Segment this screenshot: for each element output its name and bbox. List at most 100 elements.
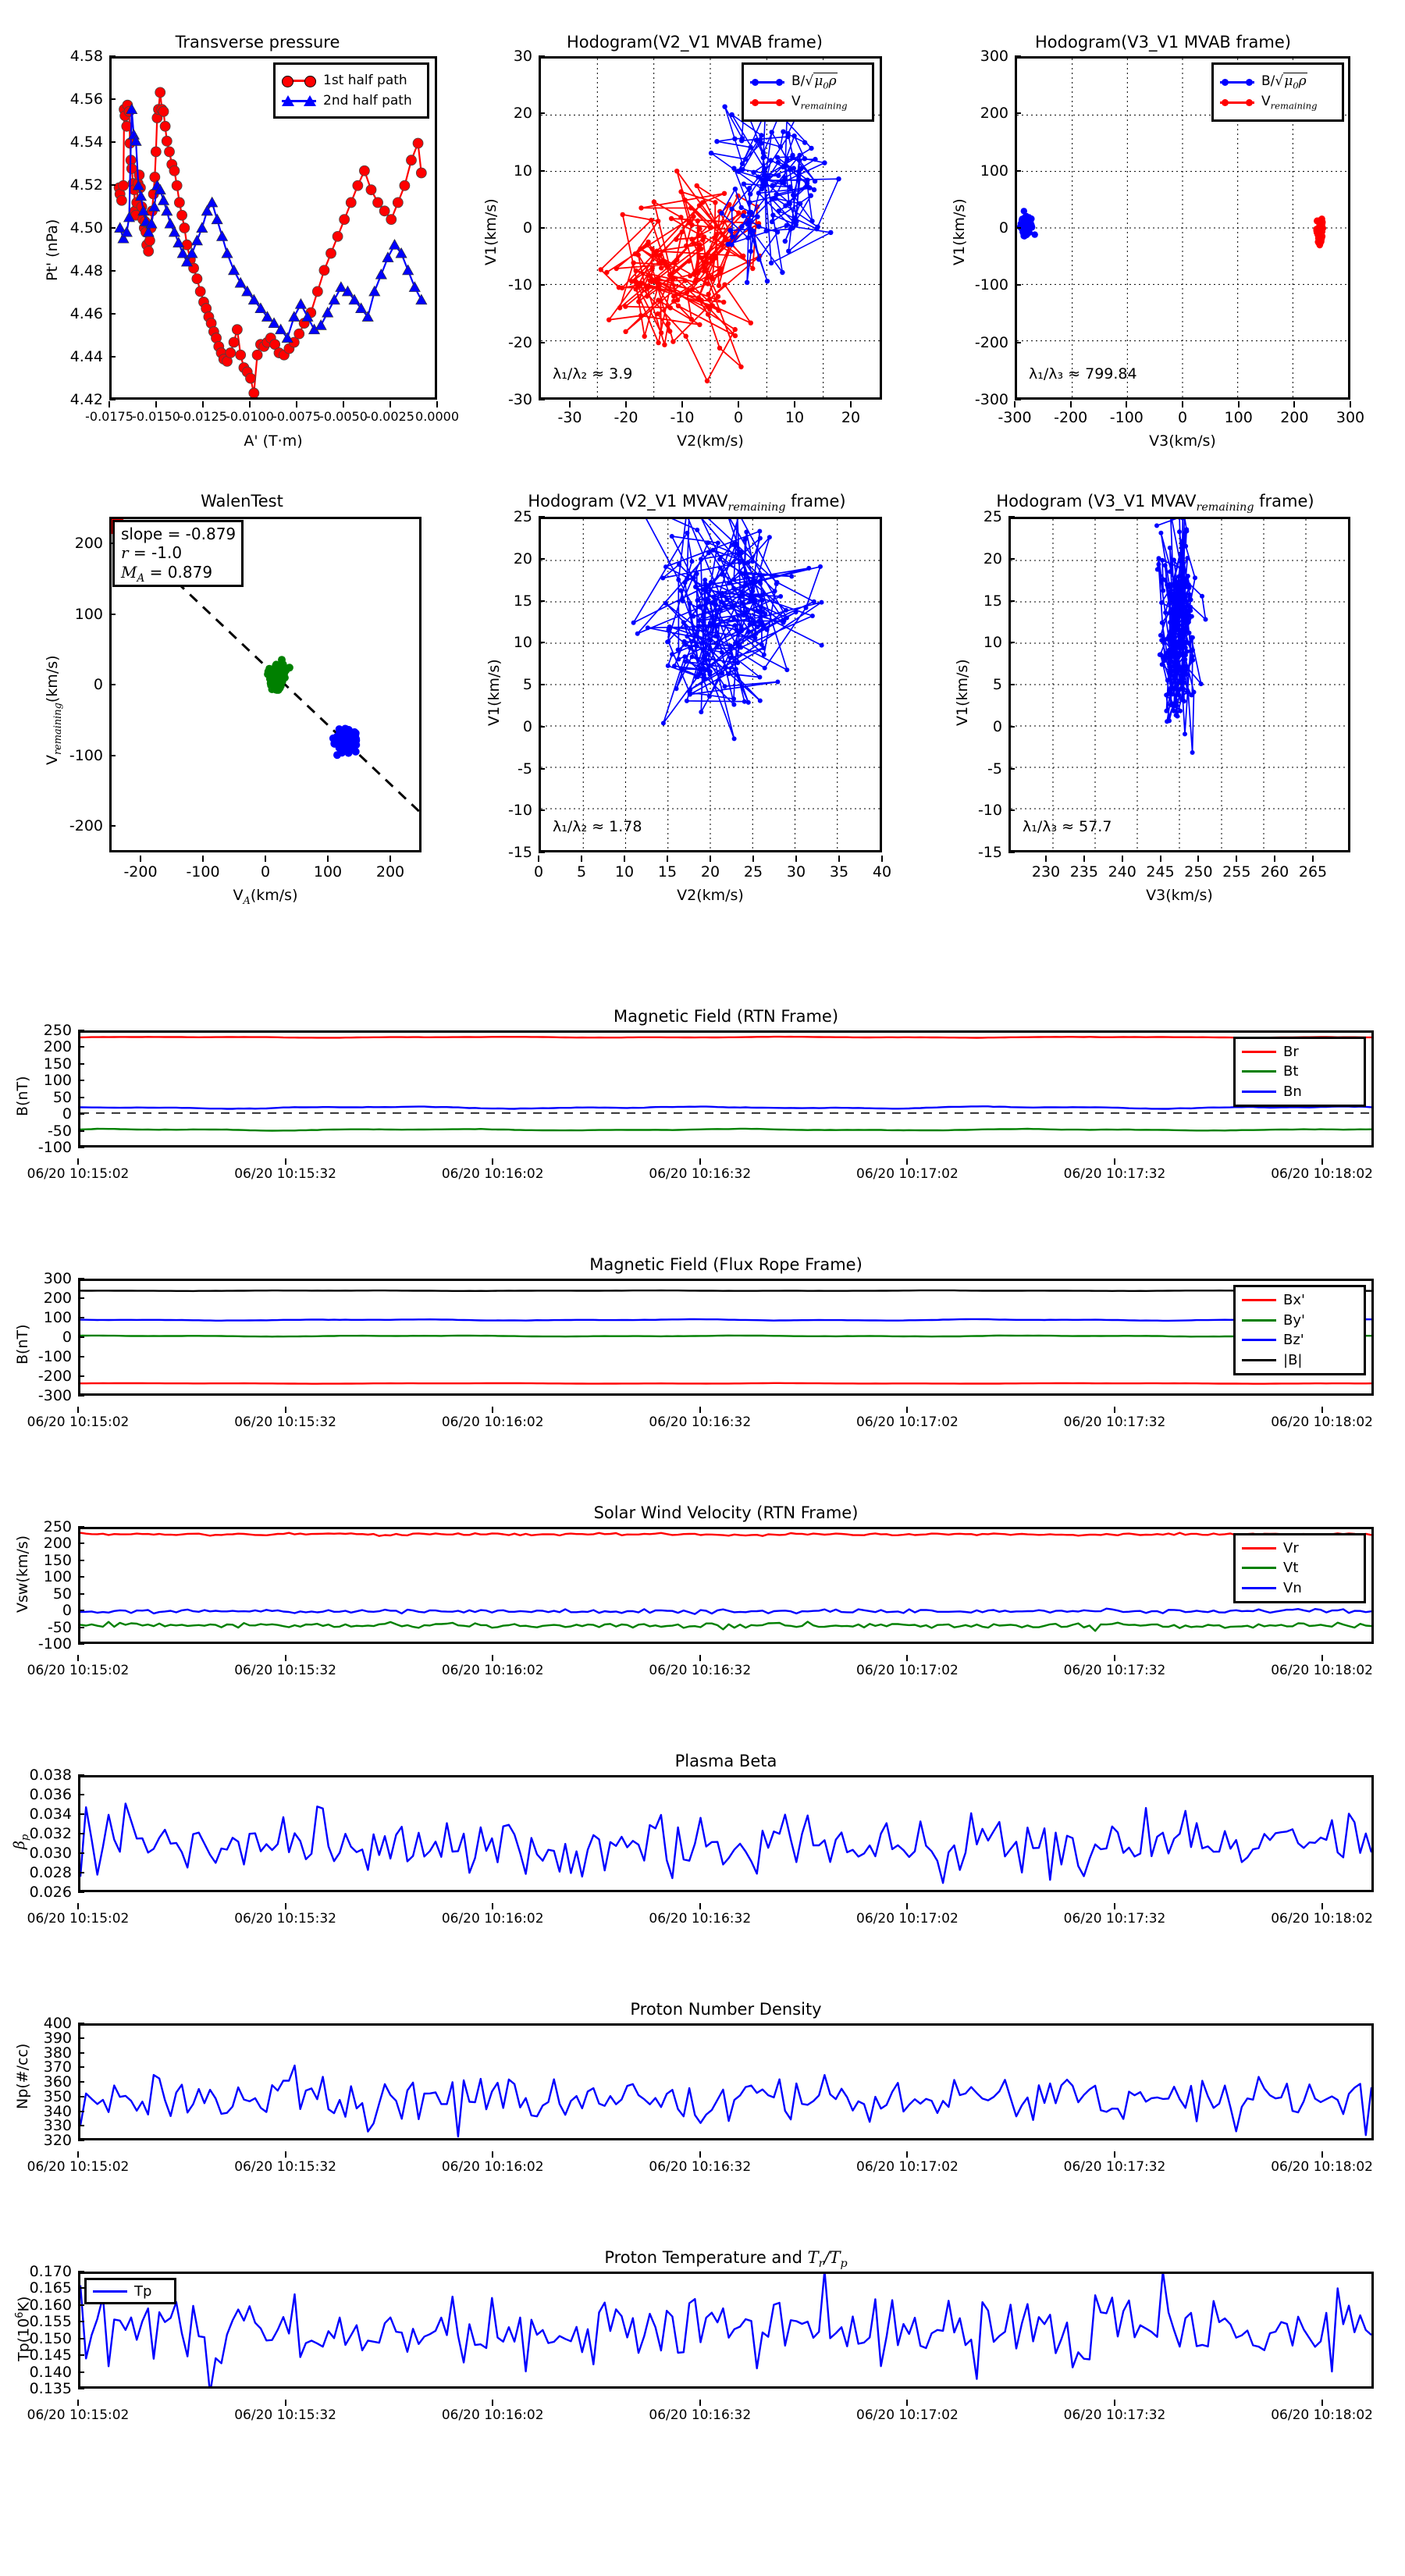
line-swatch-icon	[93, 2284, 127, 2298]
x-tick-mark	[1274, 856, 1276, 862]
y-tick-label: -10	[507, 802, 532, 820]
x-tick-mark	[738, 401, 739, 407]
x-tick-label: 06/20 10:17:32	[1063, 1911, 1166, 1927]
y-tick-label: 4.46	[69, 305, 103, 322]
panel-transverse-pressure: Transverse pressure 1st half path	[31, 23, 459, 461]
x-tick-mark	[569, 401, 571, 407]
line-marker-icon	[750, 75, 784, 89]
y-tick-label: 0.160	[29, 2296, 72, 2314]
y-tick-mark	[78, 2388, 84, 2389]
panel-hodogram-v3v1-mvab: Hodogram(V3_V1 MVAB frame) B/√μ0ρ	[937, 23, 1374, 461]
y-tick-mark	[109, 399, 116, 400]
x-tick-mark	[1197, 856, 1200, 862]
y-tick-mark	[1015, 55, 1021, 57]
legend: Vr Vt Vn	[1233, 1533, 1366, 1603]
legend-item: Vremaining	[1220, 92, 1336, 112]
legend-item: Vr	[1242, 1539, 1357, 1558]
x-tick-mark	[538, 856, 539, 862]
y-tick-label: 100	[43, 1072, 72, 1090]
y-tick-mark	[78, 1297, 84, 1299]
x-tick-mark	[1114, 2151, 1115, 2158]
x-tick-mark	[795, 856, 797, 862]
x-tick-mark	[699, 1407, 701, 1413]
x-tick-label: 06/20 10:16:02	[441, 1911, 544, 1927]
y-tick-mark	[109, 184, 116, 186]
panel-hodogram-v3v1-mvav: Hodogram (V3_V1 MVAVremaining frame) λ₁/…	[937, 484, 1374, 937]
y-tick-label: -30	[507, 391, 532, 408]
x-tick-label: 06/20 10:15:32	[234, 1414, 336, 1430]
legend-label: Tp	[134, 2282, 152, 2300]
y-tick-label: -100	[974, 276, 1008, 294]
x-tick-label: 15	[657, 863, 678, 881]
y-tick-label: 20	[983, 550, 1002, 568]
y-tick-label: 300	[43, 1270, 72, 1287]
x-tick-mark	[202, 856, 204, 862]
x-tick-label: 06/20 10:17:02	[856, 1911, 959, 1927]
timeseries-series	[80, 1802, 1371, 1884]
y-tick-mark	[78, 1833, 84, 1834]
legend-item: Bx'	[1242, 1290, 1357, 1311]
x-tick-label: 06/20 10:16:02	[441, 2159, 544, 2175]
legend-label: 2nd half path	[323, 93, 412, 109]
y-axis-label: Tp(106K)	[14, 2296, 33, 2361]
x-tick-label: 240	[1108, 863, 1136, 881]
x-tick-label: 235	[1069, 863, 1098, 881]
y-tick-mark	[78, 1317, 84, 1318]
x-axis-label: V2(km/s)	[677, 887, 744, 904]
walen-stats-box: slope = -0.879 r = -1.0 MA = 0.879	[112, 520, 244, 587]
y-tick-mark	[539, 55, 545, 57]
y-tick-label: -10	[507, 276, 532, 294]
x-tick-mark	[202, 401, 204, 407]
x-tick-label: 200	[1280, 409, 1309, 426]
y-tick-mark	[539, 557, 545, 560]
y-tick-mark	[539, 767, 545, 770]
legend: B/√μ0ρ Vremaining	[742, 62, 874, 122]
x-tick-label: 06/20 10:17:02	[856, 1166, 959, 1182]
plot-area	[1008, 517, 1350, 852]
x-tick-label: 06/20 10:16:32	[649, 2407, 752, 2423]
plot-area	[78, 2272, 1374, 2389]
x-tick-mark	[284, 1158, 286, 1165]
x-tick-mark	[710, 856, 711, 862]
timeseries-series	[80, 2064, 1371, 2138]
y-tick-label: 4.48	[69, 262, 103, 279]
x-tick-label: 06/20 10:17:32	[1063, 1166, 1166, 1182]
y-tick-label: 100	[980, 162, 1008, 180]
plot-area	[78, 2023, 1374, 2140]
x-tick-mark	[1236, 856, 1238, 862]
legend-item: Vn	[1242, 1578, 1357, 1598]
y-tick-mark	[78, 1030, 84, 1031]
x-tick-mark	[624, 856, 625, 862]
y-tick-label: 0.140	[29, 2363, 72, 2381]
y-tick-label: 0	[992, 717, 1002, 735]
y-axis-label: Vsw(km/s)	[14, 1535, 31, 1613]
y-tick-label: 0.034	[29, 1806, 72, 1823]
x-tick-mark	[327, 856, 329, 862]
y-tick-label: -10	[977, 802, 1002, 820]
x-tick-mark	[343, 401, 344, 407]
x-tick-label: -300	[998, 409, 1032, 426]
y-tick-label: 4.54	[69, 133, 103, 151]
plot-area	[78, 1775, 1374, 1892]
x-tick-label: 06/20 10:18:02	[1271, 2407, 1373, 2423]
line-swatch-icon	[1242, 1084, 1276, 1098]
x-tick-mark	[284, 2151, 286, 2158]
hodogram-series	[1017, 59, 1348, 397]
y-tick-mark	[1008, 516, 1015, 518]
panel-plasma-beta: Plasma Beta 0.026 0.028 0.030 0.032 0.034 0.03…	[0, 1752, 1405, 1955]
y-tick-mark	[1008, 684, 1015, 685]
x-tick-label: 06/20 10:17:02	[856, 2159, 959, 2175]
y-tick-mark	[109, 141, 116, 143]
x-tick-label: -100	[1109, 409, 1144, 426]
legend: 1st half path 2nd half path	[273, 62, 429, 119]
x-tick-mark	[906, 1158, 909, 1165]
x-tick-label: 06/20 10:16:32	[649, 2159, 752, 2175]
x-tick-mark	[906, 1903, 909, 1909]
y-tick-label: 4.56	[69, 91, 103, 108]
y-tick-label: -50	[47, 1618, 72, 1636]
x-tick-label: -200	[1054, 409, 1088, 426]
legend: B/√μ0ρ Vremaining	[1211, 62, 1344, 122]
panel-hodogram-v2v1-mvav: Hodogram (V2_V1 MVAVremaining frame) λ₁/…	[468, 484, 905, 937]
x-tick-label: 06/20 10:15:32	[234, 2159, 336, 2175]
panel-title: Hodogram(V2_V1 MVAB frame)	[567, 33, 823, 52]
